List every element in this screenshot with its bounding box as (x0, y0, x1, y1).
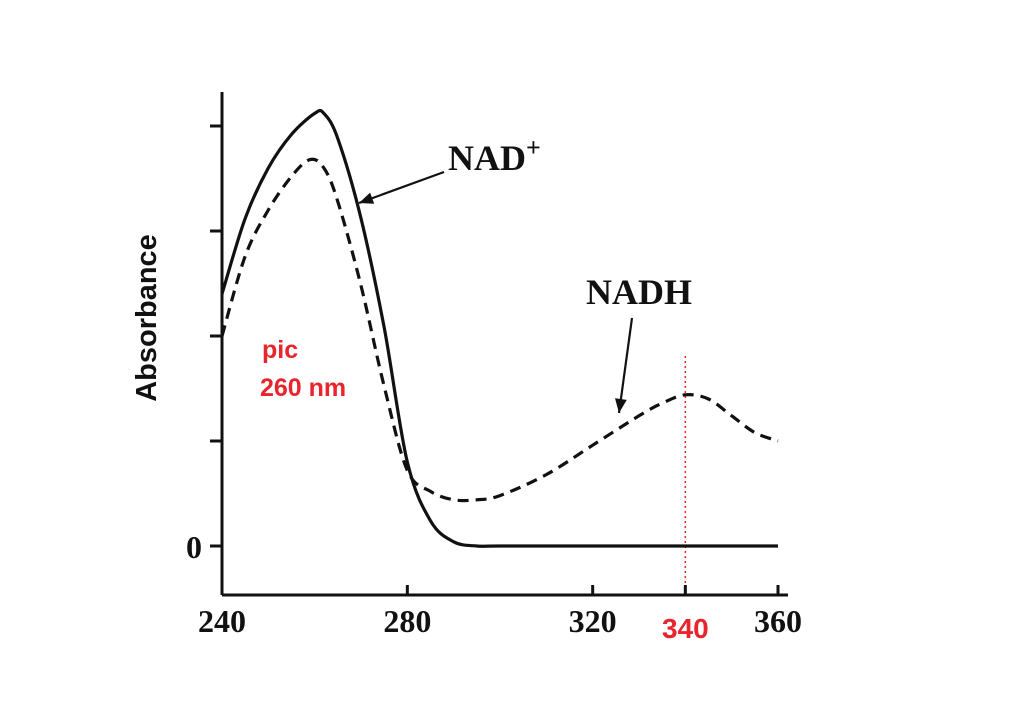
x-tick-label: 320 (569, 603, 617, 639)
arrow-layer (358, 170, 634, 414)
arrow-nad-head (359, 192, 375, 204)
x-tick-label: 340 (662, 613, 709, 644)
series-line-nad (220, 108, 778, 548)
arrow-nadh (615, 317, 634, 414)
series-label-nad-base: NAD (448, 138, 526, 178)
annotation-260nm: 260 nm (260, 374, 346, 402)
arrow-nadh-head (615, 398, 627, 413)
series-label-nad: NAD+ (448, 133, 541, 178)
series-label-nadh: NADH (586, 272, 692, 312)
arrow-nad (358, 170, 445, 205)
y-tick-label: 0 (186, 529, 202, 565)
series-layer (220, 108, 779, 548)
x-tick-label: 240 (198, 603, 246, 639)
axes (220, 92, 788, 597)
y-axis-label: Absorbance (131, 234, 163, 402)
x-tick-label: 280 (383, 603, 431, 639)
annotation-pic: pic (262, 336, 298, 364)
arrow-nad-shaft (358, 170, 445, 205)
series-line-nadh (220, 157, 779, 503)
tick-layer: 0 240 280 320 340 360 (186, 124, 802, 644)
arrow-nadh-shaft (617, 317, 634, 414)
series-label-nad-superscript: + (526, 133, 541, 162)
x-tick-label: 360 (754, 603, 802, 639)
